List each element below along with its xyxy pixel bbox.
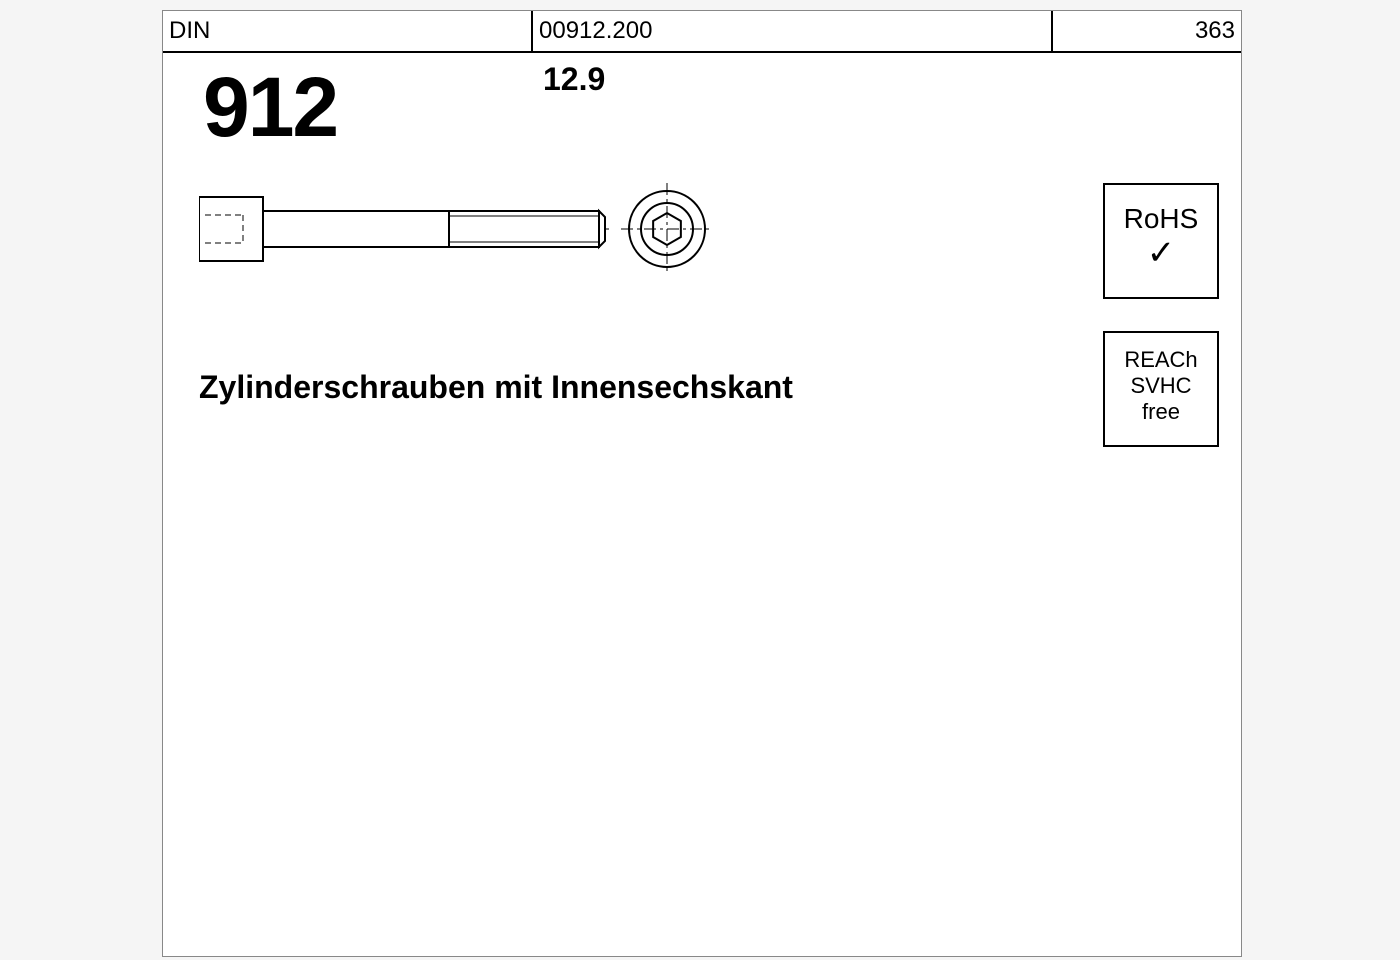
header-row: DIN 00912.200 363: [163, 11, 1241, 53]
check-icon: ✓: [1105, 233, 1217, 273]
rohs-badge: RoHS ✓: [1103, 183, 1219, 299]
header-code: 00912.200: [533, 11, 1053, 51]
header-standard-label: DIN: [163, 11, 533, 51]
reach-line1: REACh: [1105, 347, 1217, 373]
datasheet: DIN 00912.200 363 912 12.9 Zylinderschra…: [162, 10, 1242, 957]
product-description: Zylinderschrauben mit Innensechskant: [199, 369, 793, 406]
reach-line3: free: [1105, 399, 1217, 425]
header-page: 363: [1053, 11, 1241, 51]
strength-grade: 12.9: [543, 61, 605, 98]
technical-drawing: [199, 179, 719, 299]
reach-line2: SVHC: [1105, 373, 1217, 399]
rohs-label: RoHS: [1105, 203, 1217, 235]
reach-badge: REACh SVHC free: [1103, 331, 1219, 447]
standard-number: 912: [203, 59, 337, 156]
